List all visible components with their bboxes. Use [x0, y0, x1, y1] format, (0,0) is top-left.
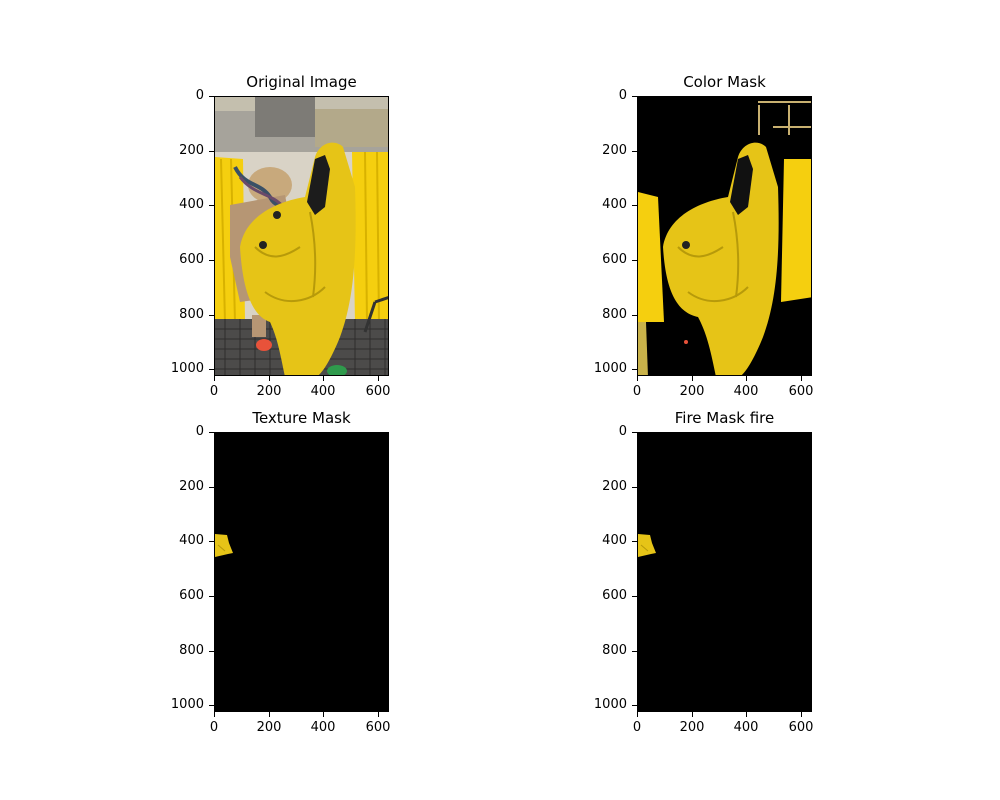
- y-tick-label: 600: [602, 588, 627, 603]
- x-tick-mark: [323, 712, 324, 717]
- y-tick-mark: [209, 315, 214, 316]
- y-tick-mark: [209, 487, 214, 488]
- y-tick-label: 0: [618, 424, 627, 439]
- x-tick-label: 600: [788, 720, 814, 735]
- y-tick-mark: [632, 705, 637, 706]
- panel-title: Texture Mask: [252, 409, 351, 427]
- x-tick-mark: [801, 376, 802, 381]
- y-tick-label: 600: [179, 252, 204, 267]
- y-tick-label: 200: [179, 479, 204, 494]
- y-tick-mark: [632, 541, 637, 542]
- y-tick-mark: [209, 151, 214, 152]
- x-tick-label: 600: [788, 384, 814, 399]
- y-tick-label: 800: [602, 643, 627, 658]
- x-tick-mark: [746, 376, 747, 381]
- x-tick-label: 400: [310, 384, 336, 399]
- x-tick-label: 200: [679, 720, 705, 735]
- y-tick-label: 400: [602, 533, 627, 548]
- y-tick-label: 400: [179, 197, 204, 212]
- image-area: [214, 96, 389, 376]
- panel-title: Color Mask: [683, 73, 766, 91]
- y-tick-mark: [209, 541, 214, 542]
- panel-fire-mask: Fire Mask fire 0 200 400 600 800 1000 0 …: [594, 409, 814, 735]
- x-tick-label: 400: [733, 384, 759, 399]
- y-tick-mark: [209, 96, 214, 97]
- x-tick-label: 200: [256, 720, 282, 735]
- panel-color-mask: Color Mask 0 200 400 600 800: [594, 73, 814, 399]
- y-tick-mark: [209, 369, 214, 370]
- x-tick-mark: [269, 376, 270, 381]
- image-area: [637, 96, 812, 376]
- x-tick-mark: [637, 712, 638, 717]
- y-tick-mark: [632, 205, 637, 206]
- y-tick-label: 400: [179, 533, 204, 548]
- y-tick-mark: [632, 151, 637, 152]
- x-tick-label: 200: [679, 384, 705, 399]
- y-tick-mark: [209, 705, 214, 706]
- x-tick-mark: [323, 376, 324, 381]
- y-tick-mark: [632, 96, 637, 97]
- y-tick-mark: [632, 315, 637, 316]
- y-tick-label: 200: [179, 143, 204, 158]
- x-tick-label: 400: [733, 720, 759, 735]
- y-tick-label: 600: [602, 252, 627, 267]
- x-tick-mark: [692, 376, 693, 381]
- y-tick-label: 200: [602, 143, 627, 158]
- x-tick-mark: [637, 376, 638, 381]
- x-tick-mark: [378, 376, 379, 381]
- x-tick-label: 600: [365, 720, 391, 735]
- y-tick-mark: [209, 596, 214, 597]
- x-tick-mark: [214, 376, 215, 381]
- y-tick-mark: [209, 205, 214, 206]
- y-tick-mark: [632, 596, 637, 597]
- y-tick-label: 0: [195, 88, 204, 103]
- y-tick-mark: [632, 260, 637, 261]
- y-tick-mark: [632, 487, 637, 488]
- image-area: [214, 432, 389, 712]
- panel-texture-mask: Texture Mask 0 200 400 600 800 1000 0 20…: [171, 409, 391, 735]
- y-tick-label: 1000: [593, 361, 627, 376]
- y-tick-label: 400: [602, 197, 627, 212]
- y-tick-mark: [632, 651, 637, 652]
- x-tick-mark: [692, 712, 693, 717]
- y-tick-label: 1000: [170, 697, 204, 712]
- x-tick-mark: [214, 712, 215, 717]
- x-tick-mark: [378, 712, 379, 717]
- y-tick-label: 1000: [593, 697, 627, 712]
- y-tick-mark: [209, 432, 214, 433]
- panel-original-image: Original Image: [171, 73, 391, 399]
- y-tick-label: 200: [602, 479, 627, 494]
- x-tick-label: 400: [310, 720, 336, 735]
- x-tick-mark: [801, 712, 802, 717]
- y-tick-mark: [209, 260, 214, 261]
- texture-mask-image: [215, 433, 388, 711]
- y-tick-label: 0: [618, 88, 627, 103]
- y-tick-label: 0: [195, 424, 204, 439]
- image-area: [637, 432, 812, 712]
- y-tick-mark: [209, 651, 214, 652]
- y-tick-label: 1000: [170, 361, 204, 376]
- x-tick-mark: [746, 712, 747, 717]
- panel-title: Original Image: [246, 73, 357, 91]
- x-tick-label: 600: [365, 384, 391, 399]
- fire-mask-image: [638, 433, 811, 711]
- original-photo: [215, 97, 388, 375]
- x-tick-label: 0: [209, 720, 219, 735]
- x-tick-mark: [269, 712, 270, 717]
- y-tick-label: 600: [179, 588, 204, 603]
- y-tick-label: 800: [179, 643, 204, 658]
- x-tick-label: 0: [632, 720, 642, 735]
- y-tick-mark: [632, 369, 637, 370]
- x-tick-label: 200: [256, 384, 282, 399]
- x-tick-label: 0: [632, 384, 642, 399]
- color-mask-image: [638, 97, 811, 375]
- y-tick-label: 800: [602, 307, 627, 322]
- panel-title: Fire Mask fire: [674, 409, 775, 427]
- x-tick-label: 0: [209, 384, 219, 399]
- y-tick-label: 800: [179, 307, 204, 322]
- y-tick-mark: [632, 432, 637, 433]
